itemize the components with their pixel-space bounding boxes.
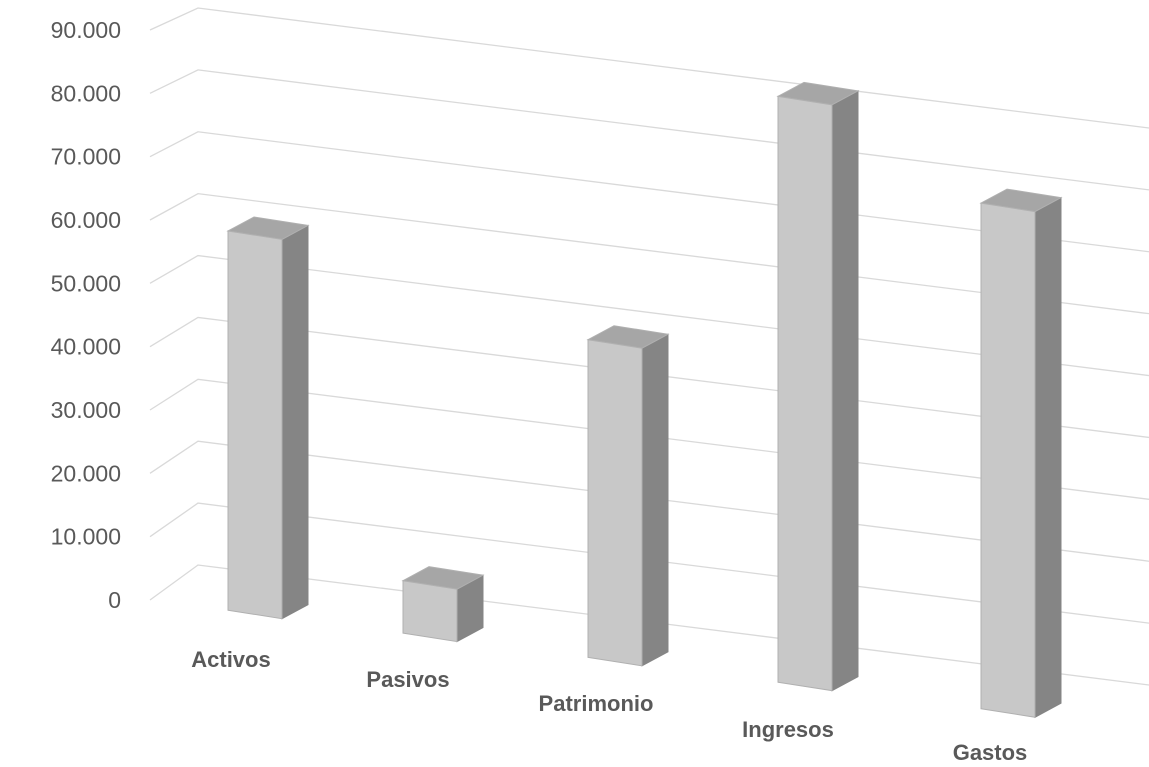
gridline (149, 69, 1149, 191)
bars (226, 81, 1063, 719)
bar (586, 325, 670, 667)
y-tick-label: 60.000 (51, 207, 121, 233)
y-tick-label: 10.000 (51, 524, 121, 550)
bar-front (587, 339, 643, 667)
x-category-label: Patrimonio (539, 691, 654, 716)
y-tick-label: 80.000 (51, 80, 121, 106)
bar-front (777, 95, 833, 692)
x-axis-labels: Activos Pasivos Patrimonio Ingresos Gastos (191, 647, 1027, 765)
x-category-label: Activos (191, 647, 270, 672)
bar-side (831, 90, 859, 692)
bar-side (641, 333, 669, 667)
y-tick-label: 50.000 (51, 270, 121, 296)
bar (979, 188, 1063, 719)
y-axis-ticks: 0 10.000 20.000 30.000 40.000 50.000 60.000 70.… (51, 17, 121, 613)
bar-side (1034, 196, 1062, 719)
y-tick-label: 0 (108, 587, 121, 613)
bar (776, 81, 860, 692)
y-tick-label: 40.000 (51, 334, 121, 360)
y-tick-label: 70.000 (51, 144, 121, 170)
bar-front (402, 580, 458, 643)
x-category-label: Pasivos (366, 667, 449, 692)
y-tick-label: 20.000 (51, 460, 121, 486)
bar (226, 216, 310, 620)
y-tick-label: 90.000 (51, 17, 121, 43)
bar (401, 566, 485, 643)
x-category-label: Gastos (953, 740, 1028, 765)
bar-front (980, 202, 1036, 718)
bar-front (227, 230, 283, 620)
x-category-label: Ingresos (742, 717, 834, 742)
gridline (149, 7, 1149, 129)
y-tick-label: 30.000 (51, 397, 121, 423)
bar-side (281, 224, 309, 620)
